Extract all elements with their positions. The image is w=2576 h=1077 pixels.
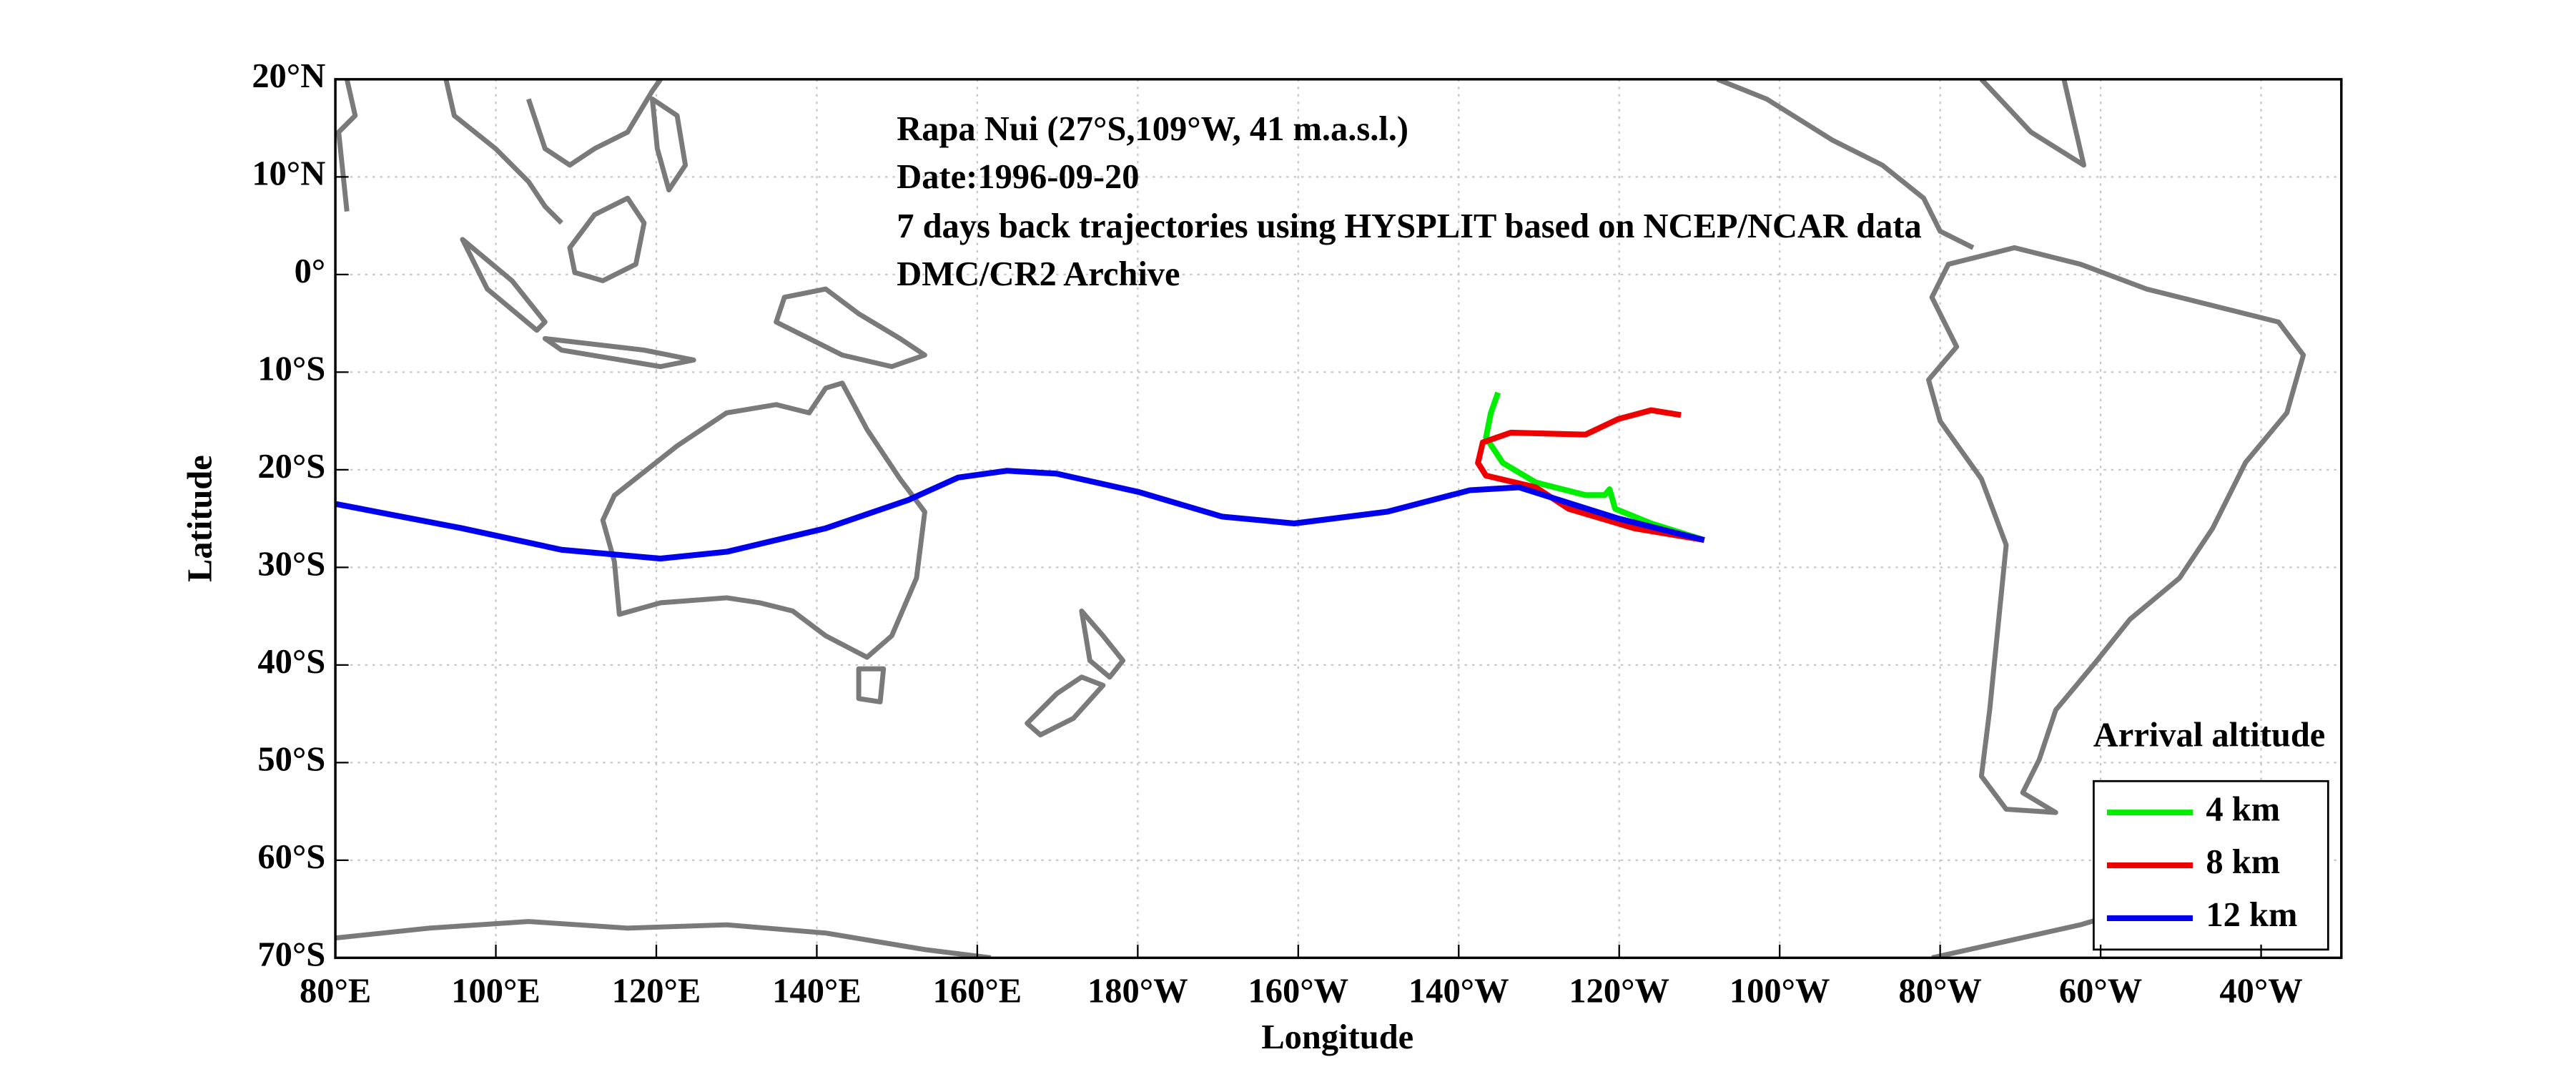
coastline <box>856 666 887 704</box>
x-tick-label: 140°W <box>1408 972 1509 1010</box>
y-tick-label: 50°S <box>257 740 325 778</box>
x-tick-label: 100°E <box>451 972 540 1010</box>
x-tick-label: 120°E <box>612 972 701 1010</box>
x-tick-label: 160°W <box>1248 972 1349 1010</box>
legend: 4 km 8 km 12 km <box>2093 780 2329 951</box>
x-tick-label: 160°E <box>933 972 1022 1010</box>
legend-label: 12 km <box>2206 896 2297 934</box>
y-tick-label: 10°S <box>257 350 325 388</box>
trajectories <box>335 391 1705 562</box>
y-tick-label: 60°S <box>257 838 325 876</box>
legend-title: Arrival altitude <box>2093 716 2326 754</box>
y-tick-label: 20°N <box>252 57 325 95</box>
coastline <box>1926 245 2306 815</box>
y-tick-label: 10°N <box>252 154 325 192</box>
y-tick-label: 20°S <box>257 448 325 486</box>
axes-box <box>334 78 2343 960</box>
y-tick-label: 70°S <box>257 935 325 973</box>
x-tick-label: 180°W <box>1087 972 1188 1010</box>
y-tick-label: 30°S <box>257 545 325 583</box>
grid <box>334 78 2341 959</box>
annotation: 7 days back trajectories using HYSPLIT b… <box>897 207 1922 245</box>
annotation: DMC/CR2 Archive <box>897 255 1180 293</box>
x-tick-label: 40°W <box>2219 972 2302 1010</box>
y-tick-label: 40°S <box>257 643 325 681</box>
trajectory-line <box>335 468 1705 562</box>
annotation: Date:1996-09-20 <box>897 158 1139 196</box>
legend-box <box>2093 780 2329 951</box>
coastline <box>336 79 663 225</box>
x-tick-label: 100°W <box>1729 972 1830 1010</box>
y-axis-label: Latitude <box>181 455 219 582</box>
x-tick-label: 80°E <box>300 972 371 1010</box>
legend-label: 4 km <box>2206 790 2280 828</box>
trajectory-line <box>1475 407 1705 544</box>
legend-label: 8 km <box>2206 843 2280 881</box>
coastline <box>600 380 927 660</box>
x-tick-label: 120°W <box>1569 972 1669 1010</box>
coastline <box>1025 608 1126 738</box>
x-tick-label: 60°W <box>2059 972 2142 1010</box>
x-tick-label: 80°W <box>1898 972 1981 1010</box>
x-axis-label: Longitude <box>1261 1018 1413 1056</box>
x-tick-label: 140°E <box>772 972 861 1010</box>
y-tick-label: 0° <box>295 252 326 290</box>
annotation: Rapa Nui (27°S,109°W, 41 m.a.s.l.) <box>897 110 1408 148</box>
coastline <box>1716 79 2087 250</box>
trajectory-line <box>1483 391 1705 543</box>
coastline <box>460 97 927 370</box>
